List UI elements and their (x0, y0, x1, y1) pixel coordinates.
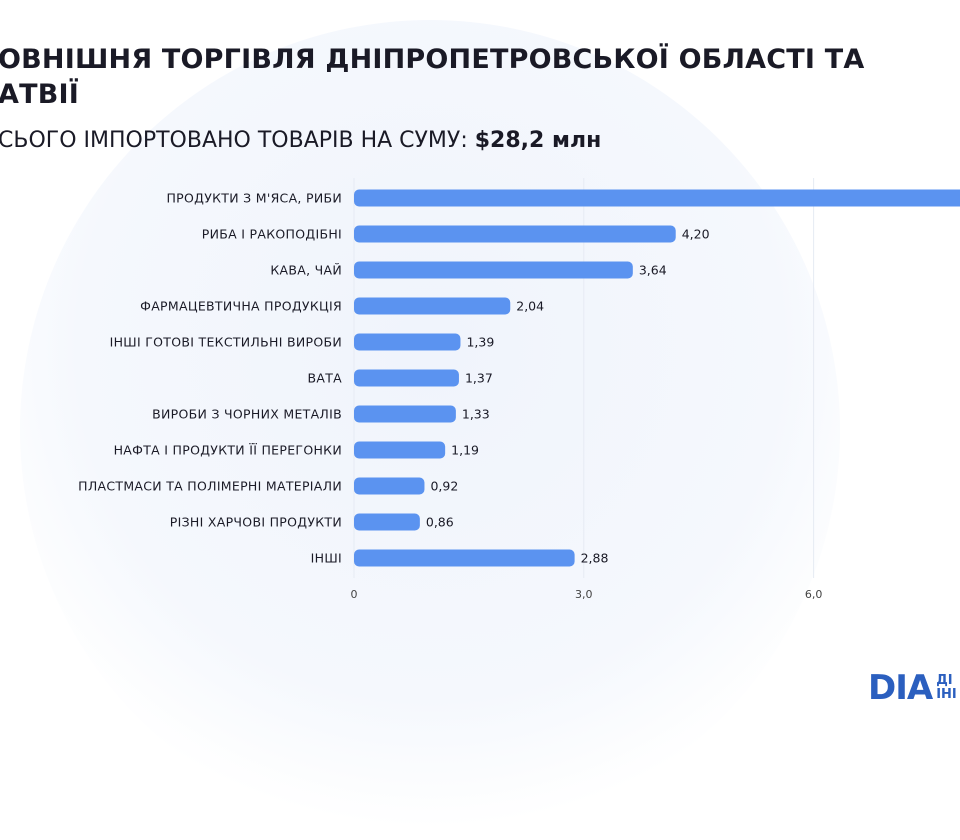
bar (354, 261, 633, 279)
category-label: РІЗНІ ХАРЧОВІ ПРОДУКТИ (170, 515, 342, 530)
bar (354, 549, 575, 567)
value-label: 0,86 (426, 515, 454, 530)
import-total-amount: $28,2 млн (474, 128, 602, 153)
background-blob (20, 20, 840, 840)
category-label: ФАРМАЦЕВТИЧНА ПРОДУКЦІЯ (140, 299, 342, 314)
category-label: ВАТА (307, 371, 342, 386)
import-total-line: СЬОГО ІМПОРТОВАНО ТОВАРІВ НА СУМУ: $28,2… (0, 126, 601, 156)
bar (354, 405, 456, 423)
category-label: КАВА, ЧАЙ (270, 263, 342, 278)
bar (354, 189, 960, 207)
category-label: ІНШІ (311, 551, 342, 566)
category-label: РИБА І РАКОПОДІБНІ (202, 227, 342, 242)
value-label: 1,39 (466, 335, 494, 350)
category-label: ІНШІ ГОТОВІ ТЕКСТИЛЬНІ ВИРОБИ (110, 335, 342, 350)
value-label: 1,37 (465, 371, 493, 386)
bar (354, 333, 461, 351)
bar (354, 441, 446, 459)
logo-text: ДІ ІНІ (936, 673, 957, 702)
x-tick-label: 3,0 (575, 588, 593, 601)
x-tick-label: 0 (351, 588, 358, 601)
dia-logo: DIA ДІ ІНІ (868, 668, 957, 708)
logo-mark: DIA (868, 668, 933, 708)
category-label: ПРОДУКТИ З М'ЯСА, РИБИ (166, 191, 342, 206)
category-label: НАФТА І ПРОДУКТИ ЇЇ ПЕРЕГОНКИ (114, 443, 342, 458)
value-label: 4,20 (682, 227, 710, 242)
category-label: ПЛАСТМАСИ ТА ПОЛІМЕРНІ МАТЕРІАЛИ (78, 479, 342, 494)
import-total-label: СЬОГО ІМПОРТОВАНО ТОВАРІВ НА СУМУ: (0, 128, 468, 153)
value-label: 1,19 (451, 443, 479, 458)
value-label: 0,92 (430, 479, 458, 494)
value-label: 2,88 (581, 551, 609, 566)
page-title: ОВНІШНЯ ТОРГІВЛЯ ДНІПРОПЕТРОВСЬКОЇ ОБЛАС… (0, 44, 865, 110)
bar (354, 369, 459, 387)
value-label: 2,04 (516, 299, 544, 314)
bar (354, 513, 420, 531)
value-label: 3,64 (639, 263, 667, 278)
x-tick-label: 6,0 (805, 588, 823, 601)
bar (354, 477, 425, 495)
bar (354, 297, 511, 315)
value-label: 1,33 (462, 407, 490, 422)
bar (354, 225, 676, 243)
category-label: ВИРОБИ З ЧОРНИХ МЕТАЛІВ (152, 407, 342, 422)
import-bar-chart: ПРОДУКТИ З М'ЯСА, РИБИ РИБА І РАКОПОДІБНІ… (78, 178, 960, 601)
